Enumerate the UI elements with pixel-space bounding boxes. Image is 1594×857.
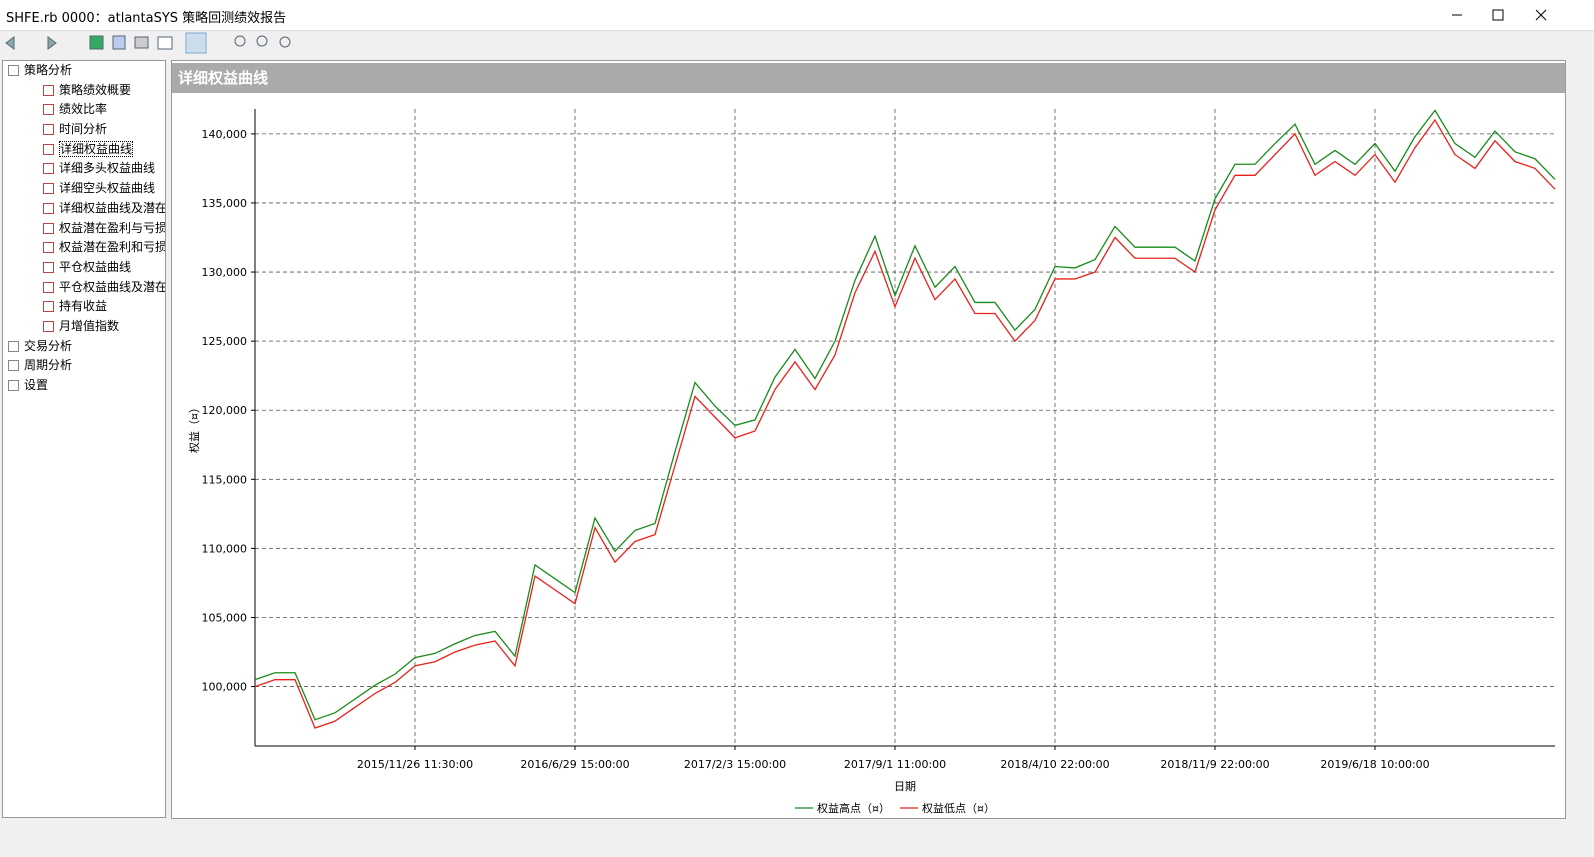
report-panel: 详细权益曲线 100,000 105,000 110,000 115,000 120,0…: [171, 60, 1566, 819]
x-tick-label: 2016/6/29 15:00:00: [520, 758, 629, 771]
tree-icon: [43, 104, 54, 116]
tree-item-label: 时间分析: [59, 122, 108, 137]
chart: 100,000 105,000 110,000 115,000 120,000 125,0…: [187, 109, 1556, 815]
x-axis-label: 日期: [894, 780, 916, 793]
y-tick-label: 130,000: [202, 266, 248, 279]
tree-item[interactable]: 详细权益曲线: [3, 140, 165, 160]
tree-icon: [8, 360, 19, 372]
x-tick-label: 2019/6/18 10:00:00: [1320, 758, 1429, 771]
tree-icon: [43, 281, 54, 293]
tree-item[interactable]: 平仓权益曲线及潜在: [3, 278, 165, 298]
tree-item-label: 持有收益: [59, 299, 108, 314]
panel-title: 详细权益曲线: [172, 63, 1565, 93]
tree-item-label: 月增值指数: [59, 318, 120, 333]
tree-item-label: 详细多头权益曲线: [59, 161, 156, 176]
window-title: SHFE.rb 0000：atlantaSYS 策略回测绩效报告: [6, 11, 287, 26]
tree-icon: [43, 242, 54, 254]
x-tick-label: 2018/11/9 22:00:00: [1160, 758, 1269, 771]
tree-icon: [43, 163, 54, 175]
tree-icon: [43, 124, 54, 136]
y-tick-label: 110,000: [202, 542, 248, 555]
tree-item[interactable]: 月增值指数: [3, 317, 165, 337]
tree-item-label: 平仓权益曲线: [59, 259, 132, 274]
tree-icon: [8, 65, 19, 76]
tree-icon: [43, 261, 54, 273]
tree-item-label: 详细空头权益曲线: [59, 181, 156, 196]
series-line: [254, 109, 1556, 721]
tree-item[interactable]: 策略绩效概要: [3, 81, 165, 101]
tree-item-label: 绩效比率: [59, 102, 108, 117]
y-tick-label: 125,000: [202, 335, 248, 348]
y-tick-label: 100,000: [202, 681, 248, 694]
y-tick-label: 120,000: [202, 404, 248, 417]
y-tick-label: 140,000: [202, 128, 248, 141]
tree-item[interactable]: 时间分析: [3, 120, 165, 140]
legend-label: 权益高点（¤）: [817, 801, 890, 815]
tree-icon: [43, 202, 54, 214]
nav-tree: 策略分析策略绩效概要 绩效比率时间分析详细权益曲线详细多头权益曲线 详细空头权益曲线…: [2, 60, 166, 818]
tree-group[interactable]: 设置: [3, 376, 165, 396]
tree-icon: [8, 340, 19, 352]
tree-group[interactable]: 交易分析: [3, 337, 165, 357]
tree-icon: [43, 301, 54, 313]
y-tick-label: 135,000: [202, 197, 248, 210]
tree-item[interactable]: 详细权益曲线及潜在: [3, 199, 165, 219]
toolbar[interactable]: [0, 31, 1594, 56]
y-tick-label: 115,000: [202, 473, 248, 486]
tree-group[interactable]: 策略分析: [3, 61, 165, 81]
tree-group-label: 周期分析: [24, 358, 73, 373]
tree-icon: [43, 320, 54, 332]
y-tick-label: 105,000: [202, 611, 248, 624]
legend-label: 权益低点（¤）: [922, 801, 995, 815]
tree-icon: [43, 143, 54, 155]
tree-item-label: 权益潜在盈利和亏损: [59, 240, 166, 255]
title-bar: SHFE.rb 0000：atlantaSYS 策略回测绩效报告: [0, 0, 1594, 31]
x-tick-label: 2018/4/10 22:00:00: [1000, 758, 1109, 771]
tree-item[interactable]: 权益潜在盈利和亏损: [3, 238, 165, 258]
tree-group-label: 策略分析: [24, 63, 73, 77]
tree-icon: [43, 183, 54, 195]
tree-group[interactable]: 周期分析: [3, 356, 165, 376]
tree-item[interactable]: 详细空头权益曲线: [3, 179, 165, 199]
tree-item[interactable]: 持有收益: [3, 297, 165, 317]
tree-item[interactable]: 平仓权益曲线: [3, 258, 165, 278]
tree-item-label: 详细权益曲线及潜在: [59, 200, 166, 215]
series-line: [254, 118, 1556, 729]
tree-icon: [43, 84, 54, 96]
tree-item-label: 权益潜在盈利与亏损: [59, 220, 166, 235]
tree-group-label: 设置: [24, 378, 49, 392]
tree-item-label: 策略绩效概要: [59, 82, 132, 97]
tree-item[interactable]: 详细多头权益曲线: [3, 159, 165, 179]
tree-icon: [8, 380, 19, 391]
tree-item[interactable]: 权益潜在盈利与亏损: [3, 219, 165, 239]
window-controls[interactable]: [1440, 0, 1590, 30]
tree-group-label: 交易分析: [24, 338, 73, 353]
tree-item[interactable]: 绩效比率: [3, 100, 165, 120]
x-tick-label: 2017/2/3 15:00:00: [684, 758, 786, 771]
x-tick-label: 2015/11/26 11:30:00: [357, 758, 473, 771]
tree-item-label: 详细权益曲线: [59, 140, 134, 157]
x-tick-label: 2017/9/1 11:00:00: [844, 758, 946, 771]
y-axis-label: 权益（¤）: [187, 402, 201, 453]
tree-icon: [43, 222, 54, 234]
tree-item-label: 平仓权益曲线及潜在: [59, 279, 166, 294]
